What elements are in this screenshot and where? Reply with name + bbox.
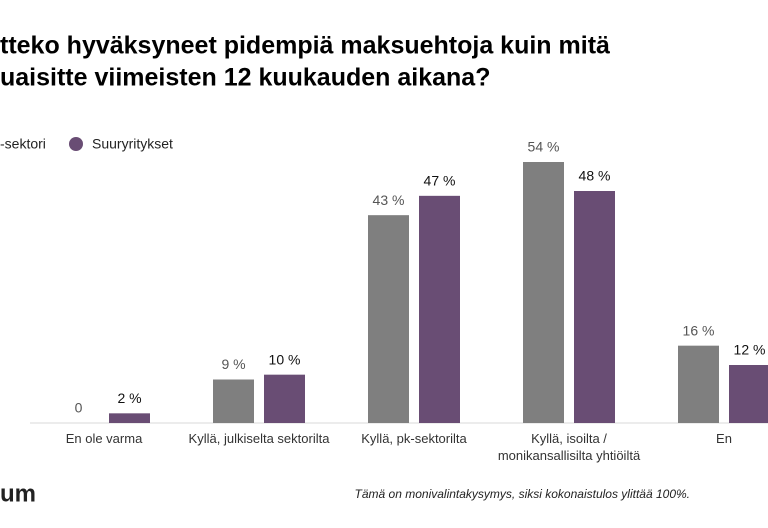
value-label: 0 — [75, 400, 83, 416]
bar — [368, 215, 409, 423]
chart-title: uaisitte viimeisten 12 kuukauden aikana? — [0, 64, 490, 92]
x-tick-label: Kyllä, isoilta / monikansallisilta yhtiö… — [497, 431, 641, 463]
legend-label: -sektori — [0, 136, 46, 152]
chart-title: tteko hyväksyneet pidempiä maksuehtoja k… — [0, 32, 610, 60]
bar — [678, 345, 719, 423]
value-label: 48 % — [579, 168, 611, 184]
x-tick-label: En ole varma — [65, 431, 143, 446]
bar — [729, 365, 768, 423]
value-label: 12 % — [734, 342, 766, 358]
x-tick-label: Kyllä, julkiselta sektorilta — [188, 431, 330, 446]
bar — [523, 162, 564, 423]
value-label: 2 % — [117, 390, 141, 406]
bar — [213, 379, 254, 423]
x-tick-label: Kyllä, pk-sektorilta — [361, 431, 467, 446]
value-label: 47 % — [424, 173, 456, 189]
bar — [419, 195, 460, 423]
note: Tämä on monivalintakysymys, siksi kokona… — [355, 487, 690, 501]
value-label: 43 % — [373, 192, 405, 208]
bar — [264, 374, 305, 423]
value-label: 10 % — [269, 351, 301, 367]
value-label: 9 % — [221, 356, 245, 372]
bar — [109, 413, 150, 423]
x-tick-label: En — [716, 431, 732, 446]
legend-swatch — [69, 137, 83, 151]
value-label: 16 % — [683, 322, 715, 338]
legend-label: Suuryritykset — [92, 136, 173, 152]
bar — [574, 191, 615, 423]
value-label: 54 % — [528, 139, 560, 155]
logo: um — [0, 480, 36, 507]
